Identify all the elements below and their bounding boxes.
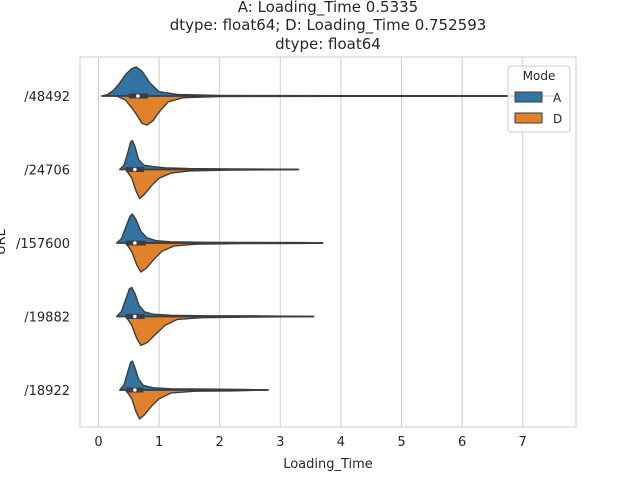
y-tick-label-4: /18922 <box>24 384 70 399</box>
median-dot-24706 <box>133 167 137 172</box>
legend-swatch-a <box>514 91 543 103</box>
plot-frame <box>79 56 577 428</box>
legend-title: Mode <box>523 69 556 83</box>
x-tick-label-3: 3 <box>276 435 284 450</box>
x-tick-label-2: 2 <box>216 435 224 450</box>
x-axis-label: Loading_Time <box>283 457 373 472</box>
x-tick-label-6: 6 <box>458 435 466 450</box>
median-dot-157600 <box>133 241 137 245</box>
chart-title-line-2: dtype: float64; D: Loading_Time 0.752593 <box>170 16 487 35</box>
median-dot-19882 <box>133 314 137 319</box>
chart-title: A: Loading_Time 0.5335 dtype: float64; D… <box>170 0 487 53</box>
y-axis-ticks: /48492/24706/157600/19882/18922 <box>16 90 70 399</box>
violin-a-48492 <box>100 66 560 97</box>
violin-a-24706 <box>119 139 300 171</box>
legend-label-d: D <box>553 112 562 126</box>
violin-d-24706 <box>125 168 300 200</box>
median-dot-48492 <box>136 94 140 98</box>
legend-swatch-d <box>514 112 543 124</box>
median-dot-18922 <box>133 388 137 392</box>
x-tick-label-0: 0 <box>94 435 102 450</box>
x-tick-label-7: 7 <box>519 435 527 450</box>
violin-d-48492 <box>116 95 560 126</box>
y-tick-label-1: /24706 <box>24 164 70 179</box>
y-tick-label-0: /48492 <box>24 90 70 105</box>
y-tick-label-2: /157600 <box>16 237 70 252</box>
violins <box>100 66 560 420</box>
violin-d-18922 <box>125 389 269 420</box>
violin-d-157600 <box>125 242 324 273</box>
chart-title-line-3: dtype: float64 <box>275 35 381 53</box>
legend-label-a: A <box>553 91 562 105</box>
legend: Mode A D <box>507 65 571 133</box>
y-axis-label: URL <box>0 228 9 255</box>
violin-a-18922 <box>119 360 269 391</box>
violin-a-19882 <box>116 286 315 318</box>
x-tick-label-1: 1 <box>155 435 163 450</box>
x-axis-ticks: 0 1 2 3 4 5 6 7 <box>94 435 526 450</box>
x-tick-label-5: 5 <box>397 435 405 450</box>
x-tick-label-4: 4 <box>337 435 345 450</box>
y-tick-label-3: /19882 <box>24 311 70 326</box>
chart-title-line-1: A: Loading_Time 0.5335 <box>238 0 418 17</box>
